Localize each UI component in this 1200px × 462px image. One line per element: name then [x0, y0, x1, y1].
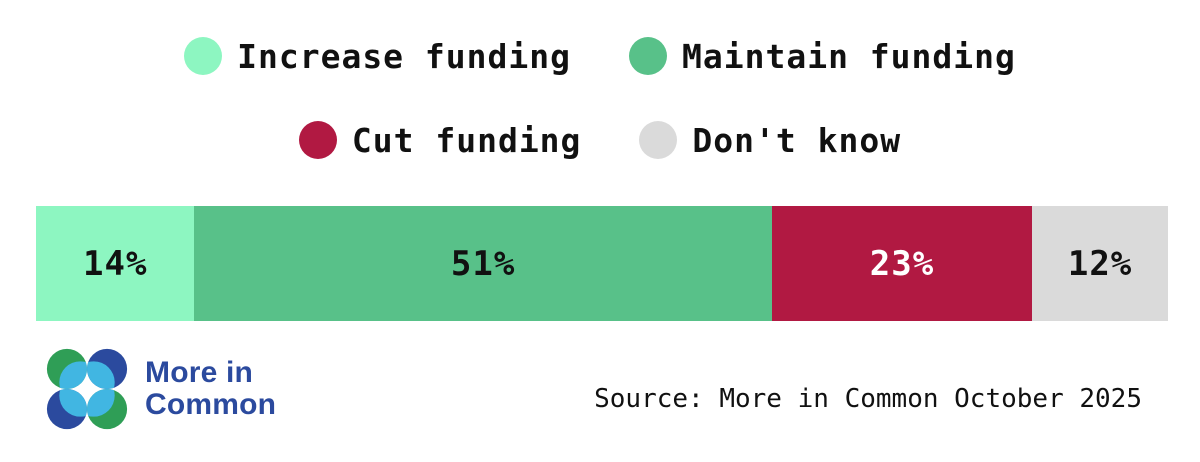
- legend-swatch-increase-funding-icon: [184, 37, 223, 75]
- bar-segment-dont-know: 12%: [1032, 206, 1168, 321]
- stacked-bar: 14% 51% 23% 12%: [36, 206, 1168, 321]
- bar-segment-maintain-funding: 51%: [194, 206, 772, 321]
- legend-item-increase-funding: Increase funding: [184, 37, 571, 76]
- bar-segment-value-label: 51%: [450, 243, 516, 284]
- legend-label-cut-funding: Cut funding: [351, 120, 582, 160]
- legend-row-2: Cut funding Don't know: [0, 118, 1200, 162]
- bar-segment-value-label: 14%: [83, 243, 148, 284]
- bar-segment-increase-funding: 14%: [36, 206, 195, 321]
- more-in-common-logo: More in Common: [45, 347, 276, 431]
- footer: More in Common Source: More in Common Oc…: [0, 347, 1200, 431]
- legend-swatch-cut-funding-icon: [298, 121, 337, 159]
- bar-segment-value-label: 12%: [1067, 243, 1133, 284]
- legend-label-dont-know: Don't know: [692, 120, 902, 160]
- legend-item-dont-know: Don't know: [639, 121, 901, 160]
- legend-swatch-dont-know-icon: [639, 121, 678, 159]
- logo-text-line-1: More in: [145, 356, 254, 389]
- legend-label-increase-funding: Increase funding: [237, 36, 571, 76]
- logo-text-line-2: Common: [145, 388, 277, 421]
- legend-label-maintain-funding: Maintain funding: [682, 36, 1016, 76]
- bar-segment-value-label: 23%: [869, 243, 935, 284]
- more-in-common-logo-text: More in Common: [145, 357, 276, 421]
- legend-swatch-maintain-funding-icon: [629, 37, 667, 75]
- bar-segment-cut-funding: 23%: [771, 206, 1033, 321]
- legend-item-maintain-funding: Maintain funding: [629, 37, 1016, 76]
- legend-row-1: Increase funding Maintain funding: [0, 34, 1200, 78]
- legend-item-cut-funding: Cut funding: [298, 120, 582, 160]
- legend: Increase funding Maintain funding Cut fu…: [0, 0, 1200, 162]
- more-in-common-logo-icon: [46, 348, 128, 430]
- source-caption: Source: More in Common October 2025: [594, 384, 1142, 414]
